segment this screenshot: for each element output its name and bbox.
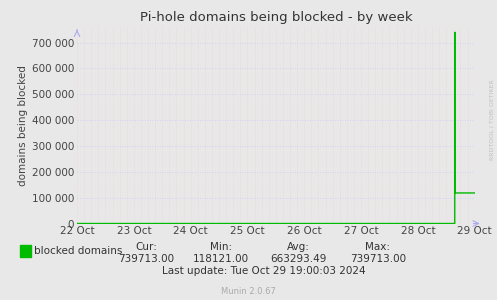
Text: Max:: Max: bbox=[365, 242, 390, 252]
Text: Min:: Min: bbox=[210, 242, 232, 252]
Text: Munin 2.0.67: Munin 2.0.67 bbox=[221, 286, 276, 296]
Text: RRDTOOL / TOBI OETIKER: RRDTOOL / TOBI OETIKER bbox=[490, 80, 495, 160]
Text: 739713.00: 739713.00 bbox=[119, 254, 174, 264]
Text: blocked domains: blocked domains bbox=[34, 246, 122, 256]
Text: 663293.49: 663293.49 bbox=[270, 254, 327, 264]
Title: Pi-hole domains being blocked - by week: Pi-hole domains being blocked - by week bbox=[140, 11, 412, 24]
Text: Avg:: Avg: bbox=[287, 242, 310, 252]
Text: 739713.00: 739713.00 bbox=[350, 254, 406, 264]
Text: Last update: Tue Oct 29 19:00:03 2024: Last update: Tue Oct 29 19:00:03 2024 bbox=[162, 266, 365, 276]
Text: 118121.00: 118121.00 bbox=[193, 254, 249, 264]
Text: Cur:: Cur: bbox=[136, 242, 158, 252]
Y-axis label: domains being blocked: domains being blocked bbox=[18, 65, 28, 186]
